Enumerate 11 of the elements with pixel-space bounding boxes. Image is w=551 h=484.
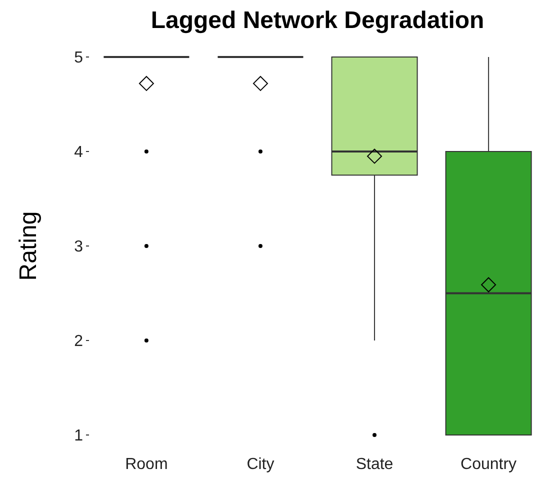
x-tick-label: Room xyxy=(125,456,168,473)
x-tick-label: State xyxy=(356,456,394,473)
y-tick-label: 2 xyxy=(74,333,84,350)
y-tick-label: 4 xyxy=(74,144,84,162)
x-tick-label: Country xyxy=(460,456,517,473)
chart-title: Lagged Network Degradation xyxy=(150,7,484,34)
x-tick-label: City xyxy=(246,456,274,473)
y-tick-label: 3 xyxy=(74,238,84,256)
y-axis-title: Rating xyxy=(15,211,42,281)
y-tick-label: 5 xyxy=(74,50,84,67)
y-tick-label: 1 xyxy=(74,428,84,445)
